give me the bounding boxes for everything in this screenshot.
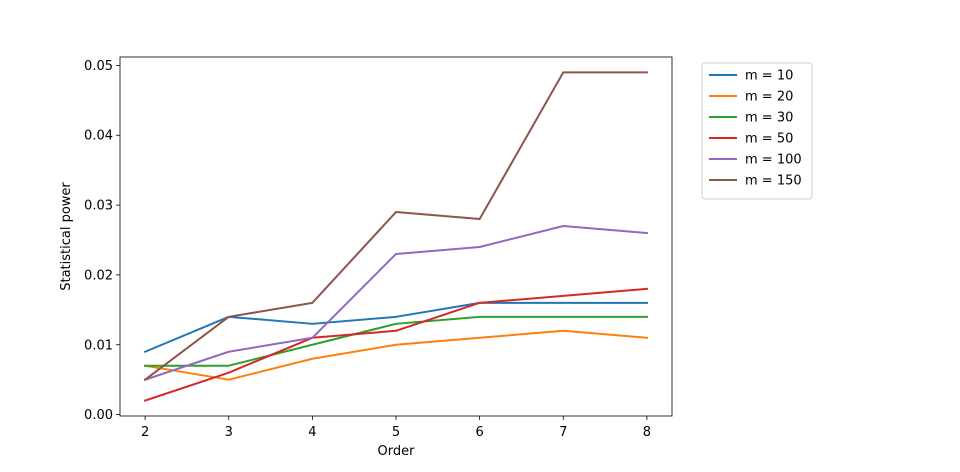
x-tick-label: 4 [308,425,316,440]
series-line [144,315,648,367]
x-tick-label: 8 [643,425,651,440]
legend-label: m = 20 [745,90,793,105]
legend-label: m = 30 [745,111,793,126]
y-axis-ticks: 0.00 0.01 0.02 0.03 0.04 0.05 [84,59,120,423]
y-tick-label: 0.01 [84,338,113,353]
series-line [143,287,648,402]
series-line [143,225,648,381]
y-axis-label: Statistical power [59,182,74,291]
x-tick-label: 6 [475,425,483,440]
y-tick-label: 0.02 [84,268,113,283]
x-tick-label: 5 [392,425,400,440]
x-tick-label: 2 [141,425,149,440]
x-axis-ticks: 2 3 4 5 6 7 8 [141,416,651,440]
y-tick-label: 0.00 [84,408,113,423]
x-axis-label: Order [378,444,416,459]
y-tick-label: 0.03 [84,199,113,214]
x-tick-label: 7 [559,425,567,440]
series-line [143,71,648,382]
plot-area [143,71,648,402]
y-tick-label: 0.04 [84,129,113,144]
legend-label: m = 10 [745,69,793,84]
legend: m = 10 m = 20 m = 30 m = 50 m = 100 m = 150 [701,62,813,200]
legend-label: m = 100 [745,153,802,168]
y-tick-label: 0.05 [84,59,113,74]
legend-label: m = 150 [745,174,802,189]
x-tick-label: 3 [225,425,233,440]
series-line [143,329,648,381]
legend-label: m = 50 [745,132,793,147]
